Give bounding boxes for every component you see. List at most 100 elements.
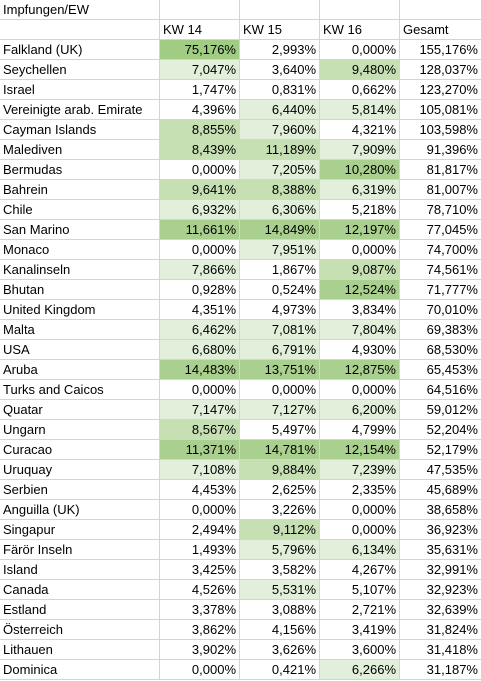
kw15-cell[interactable]: 7,127%: [240, 400, 320, 420]
kw14-cell[interactable]: 0,000%: [160, 500, 240, 520]
country-cell[interactable]: Vereinigte arab. Emirate: [0, 100, 160, 120]
kw14-cell[interactable]: 1,493%: [160, 540, 240, 560]
header-cell-kw16[interactable]: KW 16: [320, 20, 400, 40]
kw16-cell[interactable]: 12,524%: [320, 280, 400, 300]
total-cell[interactable]: 59,012%: [400, 400, 481, 420]
kw14-cell[interactable]: 7,866%: [160, 260, 240, 280]
country-cell[interactable]: Chile: [0, 200, 160, 220]
kw16-cell[interactable]: 4,799%: [320, 420, 400, 440]
total-cell[interactable]: 103,598%: [400, 120, 481, 140]
kw16-cell[interactable]: 3,600%: [320, 640, 400, 660]
kw15-cell[interactable]: 0,421%: [240, 660, 320, 680]
kw14-cell[interactable]: 8,439%: [160, 140, 240, 160]
total-cell[interactable]: 128,037%: [400, 60, 481, 80]
empty-cell[interactable]: [400, 0, 481, 20]
total-cell[interactable]: 81,817%: [400, 160, 481, 180]
kw15-cell[interactable]: 2,993%: [240, 40, 320, 60]
header-cell-kw14[interactable]: KW 14: [160, 20, 240, 40]
kw16-cell[interactable]: 0,000%: [320, 40, 400, 60]
total-cell[interactable]: 71,777%: [400, 280, 481, 300]
country-cell[interactable]: Dominica: [0, 660, 160, 680]
kw14-cell[interactable]: 4,526%: [160, 580, 240, 600]
empty-cell[interactable]: [240, 0, 320, 20]
total-cell[interactable]: 64,516%: [400, 380, 481, 400]
kw16-cell[interactable]: 5,107%: [320, 580, 400, 600]
kw16-cell[interactable]: 0,000%: [320, 380, 400, 400]
empty-cell[interactable]: [320, 0, 400, 20]
country-cell[interactable]: Malta: [0, 320, 160, 340]
kw16-cell[interactable]: 10,280%: [320, 160, 400, 180]
kw14-cell[interactable]: 6,680%: [160, 340, 240, 360]
kw14-cell[interactable]: 0,000%: [160, 380, 240, 400]
total-cell[interactable]: 105,081%: [400, 100, 481, 120]
kw15-cell[interactable]: 11,189%: [240, 140, 320, 160]
kw15-cell[interactable]: 5,531%: [240, 580, 320, 600]
country-cell[interactable]: Bermudas: [0, 160, 160, 180]
total-cell[interactable]: 32,923%: [400, 580, 481, 600]
kw14-cell[interactable]: 7,047%: [160, 60, 240, 80]
kw16-cell[interactable]: 4,321%: [320, 120, 400, 140]
kw15-cell[interactable]: 7,081%: [240, 320, 320, 340]
kw16-cell[interactable]: 6,200%: [320, 400, 400, 420]
total-cell[interactable]: 31,824%: [400, 620, 481, 640]
country-cell[interactable]: Singapur: [0, 520, 160, 540]
kw14-cell[interactable]: 3,378%: [160, 600, 240, 620]
country-cell[interactable]: USA: [0, 340, 160, 360]
empty-cell[interactable]: [160, 0, 240, 20]
kw15-cell[interactable]: 2,625%: [240, 480, 320, 500]
kw15-cell[interactable]: 6,791%: [240, 340, 320, 360]
kw15-cell[interactable]: 7,951%: [240, 240, 320, 260]
kw15-cell[interactable]: 3,226%: [240, 500, 320, 520]
country-cell[interactable]: Israel: [0, 80, 160, 100]
kw16-cell[interactable]: 12,154%: [320, 440, 400, 460]
country-cell[interactable]: Uruquay: [0, 460, 160, 480]
kw16-cell[interactable]: 9,480%: [320, 60, 400, 80]
kw16-cell[interactable]: 6,134%: [320, 540, 400, 560]
kw16-cell[interactable]: 7,804%: [320, 320, 400, 340]
kw16-cell[interactable]: 9,087%: [320, 260, 400, 280]
kw15-cell[interactable]: 5,497%: [240, 420, 320, 440]
kw15-cell[interactable]: 6,440%: [240, 100, 320, 120]
kw15-cell[interactable]: 5,796%: [240, 540, 320, 560]
country-cell[interactable]: Cayman Islands: [0, 120, 160, 140]
country-cell[interactable]: Bhutan: [0, 280, 160, 300]
kw14-cell[interactable]: 4,396%: [160, 100, 240, 120]
kw15-cell[interactable]: 8,388%: [240, 180, 320, 200]
kw14-cell[interactable]: 11,661%: [160, 220, 240, 240]
kw16-cell[interactable]: 5,814%: [320, 100, 400, 120]
kw16-cell[interactable]: 4,267%: [320, 560, 400, 580]
kw14-cell[interactable]: 3,902%: [160, 640, 240, 660]
total-cell[interactable]: 52,204%: [400, 420, 481, 440]
total-cell[interactable]: 70,010%: [400, 300, 481, 320]
country-cell[interactable]: Färör Inseln: [0, 540, 160, 560]
kw16-cell[interactable]: 3,834%: [320, 300, 400, 320]
kw15-cell[interactable]: 14,849%: [240, 220, 320, 240]
kw14-cell[interactable]: 1,747%: [160, 80, 240, 100]
total-cell[interactable]: 31,187%: [400, 660, 481, 680]
kw14-cell[interactable]: 9,641%: [160, 180, 240, 200]
total-cell[interactable]: 32,639%: [400, 600, 481, 620]
kw15-cell[interactable]: 7,960%: [240, 120, 320, 140]
country-cell[interactable]: Österreich: [0, 620, 160, 640]
total-cell[interactable]: 77,045%: [400, 220, 481, 240]
country-cell[interactable]: Malediven: [0, 140, 160, 160]
total-cell[interactable]: 74,700%: [400, 240, 481, 260]
country-cell[interactable]: Ungarn: [0, 420, 160, 440]
kw15-cell[interactable]: 14,781%: [240, 440, 320, 460]
kw14-cell[interactable]: 0,000%: [160, 660, 240, 680]
kw16-cell[interactable]: 0,000%: [320, 520, 400, 540]
kw16-cell[interactable]: 0,000%: [320, 240, 400, 260]
kw15-cell[interactable]: 7,205%: [240, 160, 320, 180]
total-cell[interactable]: 32,991%: [400, 560, 481, 580]
kw14-cell[interactable]: 7,147%: [160, 400, 240, 420]
kw15-cell[interactable]: 3,088%: [240, 600, 320, 620]
kw16-cell[interactable]: 3,419%: [320, 620, 400, 640]
total-cell[interactable]: 68,530%: [400, 340, 481, 360]
kw15-cell[interactable]: 0,524%: [240, 280, 320, 300]
kw14-cell[interactable]: 11,371%: [160, 440, 240, 460]
country-cell[interactable]: Kanalinseln: [0, 260, 160, 280]
header-cell-total[interactable]: Gesamt: [400, 20, 481, 40]
kw16-cell[interactable]: 6,319%: [320, 180, 400, 200]
total-cell[interactable]: 31,418%: [400, 640, 481, 660]
kw14-cell[interactable]: 6,932%: [160, 200, 240, 220]
